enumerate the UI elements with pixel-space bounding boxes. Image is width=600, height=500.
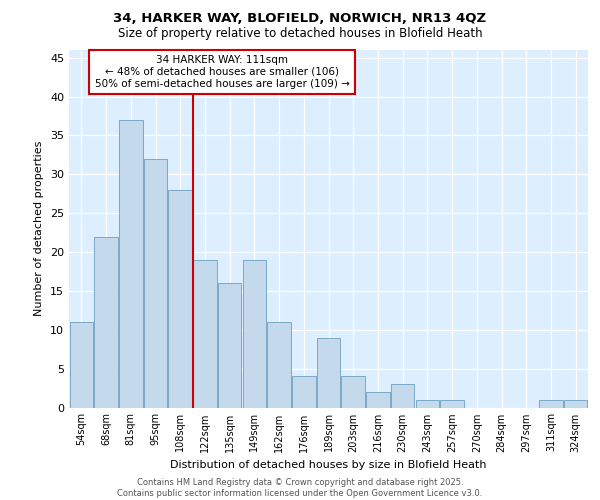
Bar [94,236,118,408]
Text: Size of property relative to detached houses in Blofield Heath: Size of property relative to detached ho… [118,28,482,40]
Bar [366,392,389,407]
Bar [242,260,266,408]
Bar [144,159,167,408]
Bar [218,283,241,408]
Text: 34, HARKER WAY, BLOFIELD, NORWICH, NR13 4QZ: 34, HARKER WAY, BLOFIELD, NORWICH, NR13 … [113,12,487,26]
Bar [169,190,192,408]
Bar [292,376,316,408]
Bar [268,322,291,408]
Bar [193,260,217,408]
Bar [317,338,340,407]
Bar [341,376,365,408]
Bar [440,400,464,407]
Bar [70,322,93,408]
Text: Contains HM Land Registry data © Crown copyright and database right 2025.
Contai: Contains HM Land Registry data © Crown c… [118,478,482,498]
Bar [539,400,563,407]
Bar [391,384,415,407]
Text: 34 HARKER WAY: 111sqm
← 48% of detached houses are smaller (106)
50% of semi-det: 34 HARKER WAY: 111sqm ← 48% of detached … [95,56,350,88]
Bar [416,400,439,407]
X-axis label: Distribution of detached houses by size in Blofield Heath: Distribution of detached houses by size … [170,460,487,470]
Bar [564,400,587,407]
Bar [119,120,143,408]
Y-axis label: Number of detached properties: Number of detached properties [34,141,44,316]
